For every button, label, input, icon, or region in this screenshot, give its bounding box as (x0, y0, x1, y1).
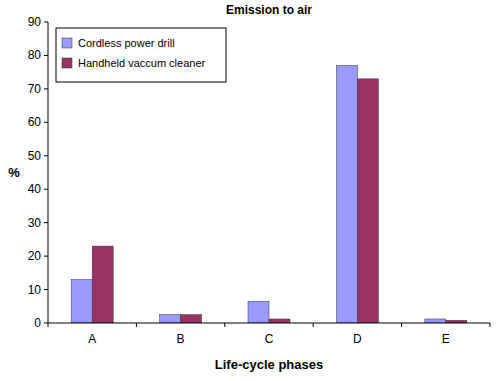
y-axis (48, 22, 49, 323)
y-tick (44, 155, 48, 156)
y-tick-label: 20 (28, 249, 42, 263)
y-axis-title: % (8, 165, 20, 180)
bar (181, 315, 202, 323)
x-tick-label: B (177, 332, 185, 346)
bar (269, 319, 290, 323)
bar (92, 246, 113, 323)
legend-swatch (62, 58, 72, 68)
legend: Cordless power drill Handheld vaccum clea… (56, 28, 226, 82)
y-tick (44, 222, 48, 223)
y-tick-label: 0 (34, 316, 41, 330)
y-tick-label: 30 (28, 216, 42, 230)
x-tick (313, 323, 314, 327)
y-tick (44, 323, 48, 324)
x-tick-label: A (88, 332, 96, 346)
legend-label: Handheld vaccum cleaner (78, 57, 206, 69)
y-tick (44, 88, 48, 89)
bar (248, 301, 269, 323)
x-tick (224, 323, 225, 327)
legend-label: Cordless power drill (78, 37, 175, 49)
x-tick (490, 323, 491, 327)
bar (425, 319, 446, 323)
bar (336, 65, 357, 323)
y-tick-label: 90 (28, 15, 42, 29)
y-tick (44, 256, 48, 257)
y-tick-label: 40 (28, 182, 42, 196)
y-tick (44, 189, 48, 190)
y-tick-label: 60 (28, 115, 42, 129)
legend-box (56, 28, 226, 82)
y-tick (44, 289, 48, 290)
x-axis-title: Life-cycle phases (215, 357, 323, 372)
y-tick-label: 80 (28, 48, 42, 62)
x-tick-label: C (265, 332, 274, 346)
title: Emission to air (226, 3, 312, 17)
y-tick (44, 22, 48, 23)
x-tick-label: E (442, 332, 450, 346)
bar (160, 315, 181, 323)
y-tick-label: 70 (28, 82, 42, 96)
x-tick (401, 323, 402, 327)
bar (71, 280, 92, 323)
y-tick-label: 50 (28, 149, 42, 163)
chart-container: Emission to air 0 10 20 30 40 50 60 70 80 90 A B C D E L… (0, 0, 500, 381)
background (0, 0, 500, 381)
x-tick-label: D (353, 332, 362, 346)
y-tick-label: 10 (28, 283, 42, 297)
legend-swatch (62, 38, 72, 48)
y-tick (44, 55, 48, 56)
bar (357, 79, 378, 323)
bars (71, 65, 467, 323)
y-tick (44, 122, 48, 123)
x-tick (136, 323, 137, 327)
x-axis (48, 323, 490, 324)
chart-svg: Emission to air 0 10 20 30 40 50 60 70 80 90 A B C D E L… (0, 0, 500, 381)
x-tick (48, 323, 49, 327)
